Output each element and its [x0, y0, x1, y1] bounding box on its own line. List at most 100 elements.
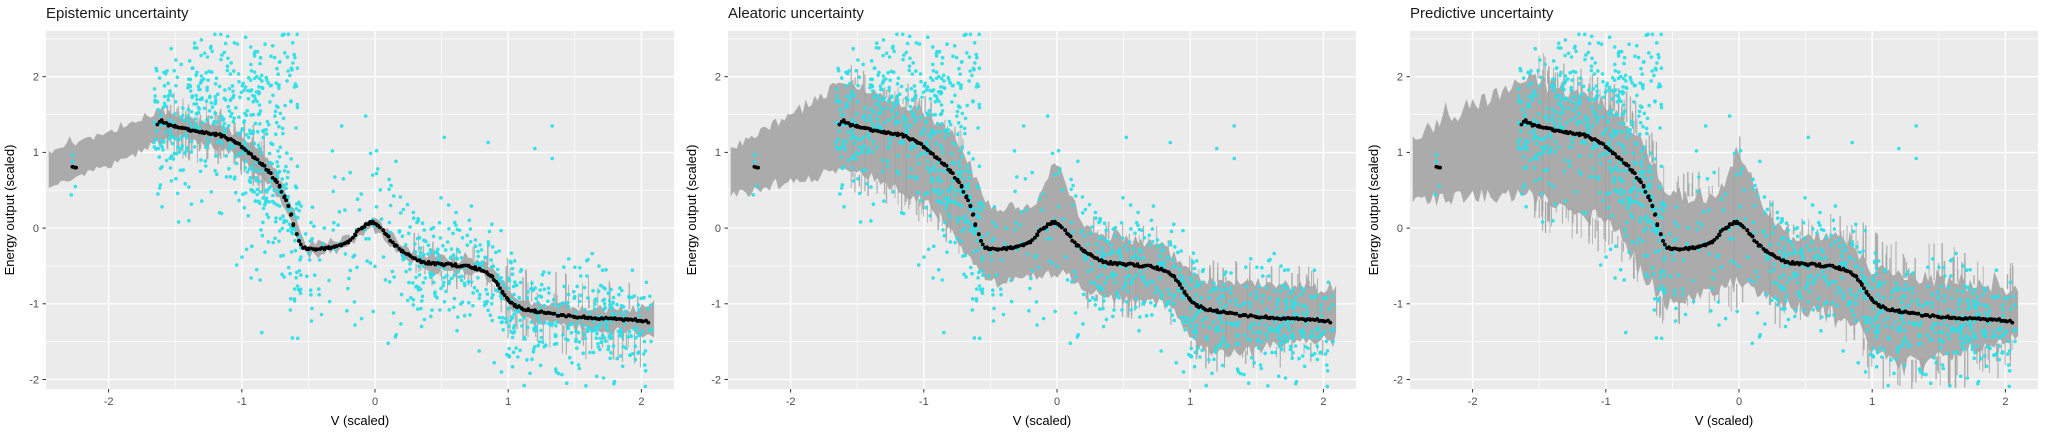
scatter-point	[1803, 286, 1807, 291]
scatter-point	[187, 219, 191, 223]
scatter-point	[1550, 107, 1555, 112]
scatter-point	[1249, 355, 1254, 360]
scatter-point	[1628, 196, 1633, 200]
scatter-point	[1624, 233, 1629, 238]
scatter-point	[605, 328, 610, 332]
scatter-point	[566, 301, 570, 305]
scatter-point	[1561, 107, 1566, 111]
scatter-point	[591, 288, 595, 293]
scatter-point	[162, 84, 167, 88]
scatter-point	[1955, 319, 1959, 324]
scatter-point	[1890, 325, 1894, 330]
scatter-point	[462, 313, 467, 318]
scatter-point	[312, 224, 316, 228]
scatter-point	[1072, 269, 1077, 274]
scatter-point	[1095, 250, 1100, 254]
scatter-point	[1093, 281, 1097, 285]
scatter-point	[442, 266, 447, 271]
scatter-point	[261, 220, 265, 225]
scatter-point	[1100, 287, 1105, 292]
scatter-point	[189, 125, 194, 130]
scatter-point	[942, 79, 946, 83]
scatter-point	[173, 112, 177, 116]
scatter-point	[1631, 151, 1636, 156]
scatter-point	[838, 108, 842, 112]
scatter-point	[1192, 272, 1197, 277]
scatter-point	[967, 79, 971, 83]
scatter-point	[601, 376, 606, 380]
scatter-point	[1181, 228, 1185, 233]
scatter-point	[941, 228, 945, 232]
scatter-point	[1751, 187, 1755, 192]
scatter-point	[1847, 300, 1851, 305]
scatter-point	[1521, 186, 1526, 190]
scatter-point	[1870, 306, 1875, 311]
scatter-point	[1172, 222, 1176, 227]
scatter-point	[1128, 203, 1133, 207]
mean-point	[401, 250, 406, 255]
scatter-point	[959, 60, 964, 64]
scatter-point	[1811, 227, 1815, 231]
scatter-point	[1960, 342, 1964, 346]
scatter-point	[256, 112, 261, 117]
scatter-point	[1961, 264, 1965, 268]
scatter-point	[1165, 300, 1169, 305]
scatter-point	[538, 363, 543, 368]
scatter-point	[292, 52, 297, 57]
scatter-point	[1025, 208, 1029, 212]
scatter-point	[1894, 281, 1898, 286]
scatter-point	[956, 216, 960, 220]
scatter-point	[1290, 356, 1294, 361]
scatter-point	[202, 106, 207, 111]
mean-point	[926, 148, 930, 153]
scatter-point	[254, 74, 259, 79]
scatter-point	[1149, 218, 1154, 223]
mean-point	[1060, 225, 1064, 230]
scatter-point	[1662, 235, 1666, 239]
scatter-point	[594, 299, 598, 303]
scatter-point	[947, 78, 951, 82]
scatter-point	[1957, 325, 1961, 330]
scatter-point	[1332, 327, 1336, 332]
scatter-point	[294, 276, 298, 280]
scatter-point	[368, 151, 373, 156]
scatter-point	[857, 152, 861, 156]
scatter-point	[1622, 122, 1626, 126]
scatter-point	[379, 217, 384, 221]
scatter-point	[282, 275, 286, 279]
scatter-point	[923, 81, 927, 86]
scatter-point	[1248, 257, 1253, 261]
scatter-point	[1971, 299, 1976, 303]
mean-point	[1063, 228, 1068, 233]
scatter-point	[911, 61, 915, 65]
scatter-point	[1613, 62, 1617, 67]
scatter-point	[1853, 265, 1858, 269]
scatter-point	[1624, 169, 1628, 173]
scatter-point	[231, 89, 235, 93]
scatter-point	[157, 186, 162, 190]
scatter-point	[1973, 320, 1977, 324]
mean-point	[1438, 165, 1442, 170]
scatter-point	[907, 68, 912, 73]
scatter-point	[1613, 69, 1618, 73]
scatter-point	[511, 350, 516, 355]
scatter-point	[489, 258, 493, 262]
scatter-point	[486, 243, 491, 247]
scatter-point	[1243, 333, 1247, 337]
scatter-point	[317, 287, 321, 291]
scatter-point	[293, 184, 298, 188]
scatter-point	[1977, 312, 1982, 317]
scatter-point	[1283, 333, 1287, 338]
scatter-point	[609, 351, 613, 355]
scatter-point	[1642, 111, 1647, 116]
scatter-point	[1577, 94, 1582, 99]
mean-point	[1250, 313, 1254, 318]
scatter-point	[510, 266, 515, 271]
scatter-point	[215, 172, 219, 176]
scatter-point	[1562, 97, 1567, 102]
scatter-point	[1994, 268, 1999, 273]
scatter-point	[452, 273, 457, 278]
scatter-point	[517, 295, 521, 300]
scatter-point	[1703, 124, 1708, 128]
